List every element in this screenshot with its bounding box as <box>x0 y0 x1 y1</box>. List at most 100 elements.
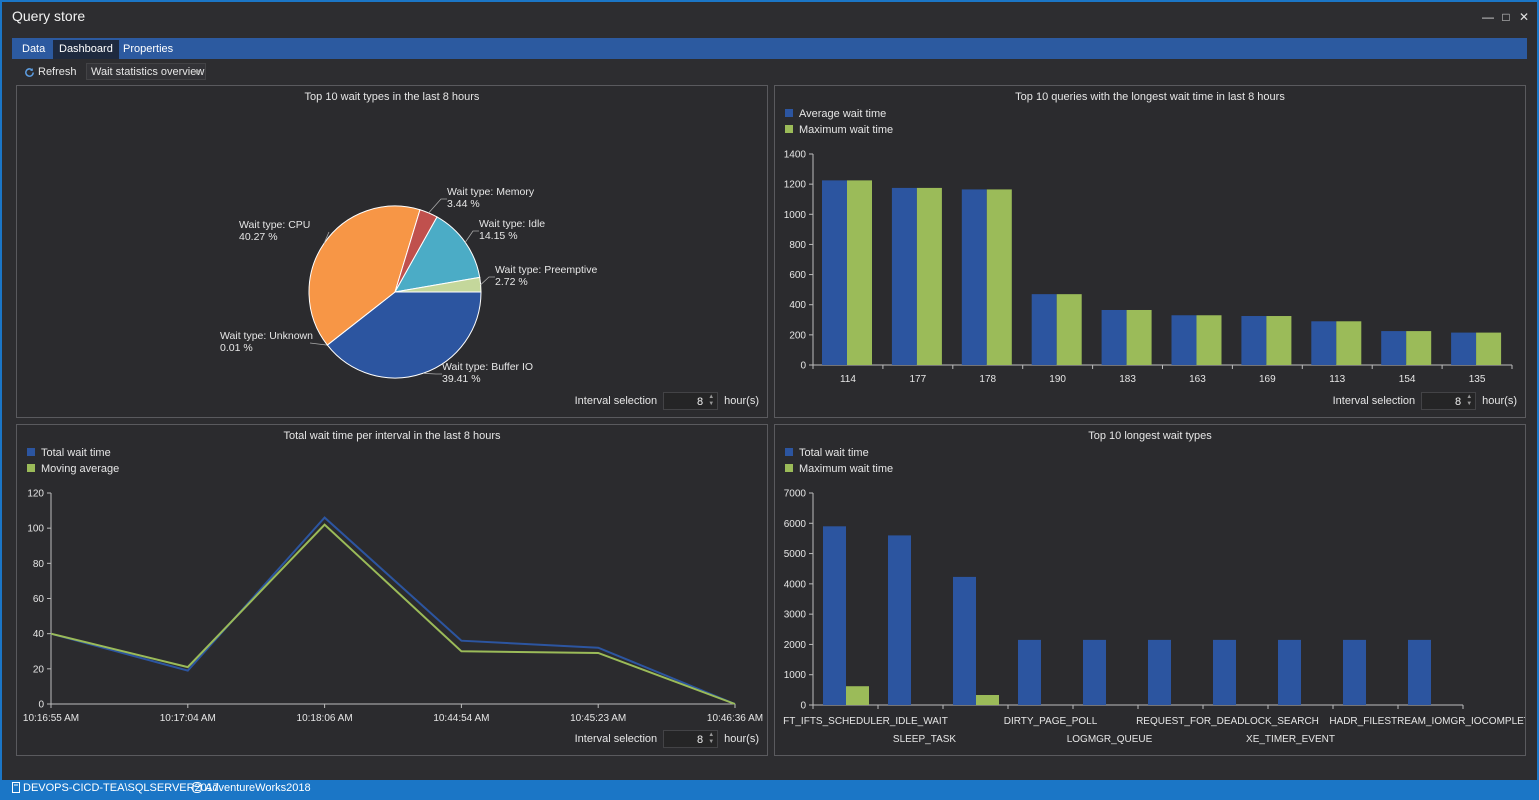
refresh-button[interactable]: Refresh <box>24 64 77 80</box>
interval-legend: Total wait time Moving average <box>27 445 119 477</box>
bar <box>1126 309 1152 365</box>
bar <box>1031 294 1057 365</box>
query-store-window: Query store — □ ✕ Data Dashboard Propert… <box>0 0 1539 782</box>
legend-label: Maximum wait time <box>799 463 894 475</box>
pie-leader-line <box>309 342 328 346</box>
pie-slice-label: Wait type: Preemptive <box>495 264 597 276</box>
x-tick-label: 10:18:06 AM <box>297 713 353 724</box>
pie-slice-value: 0.01 % <box>220 342 253 354</box>
pie-slice-label: Wait type: Buffer IO <box>442 361 533 373</box>
bar <box>1213 639 1236 705</box>
x-tick-label: 169 <box>1259 374 1276 385</box>
spinner-arrows-icon[interactable]: ▲ ▼ <box>1466 394 1473 408</box>
x-tick-label: 177 <box>910 374 927 385</box>
interval-label: Interval selection <box>1332 395 1416 408</box>
longest-bar-chart: 0 1000 2000 3000 4000 5000 6000 7000 FT_IFTS_SCH… <box>783 489 1525 754</box>
bar <box>847 180 872 365</box>
x-tick-label: 114 <box>840 374 856 385</box>
y-tick-label: 4000 <box>784 579 807 590</box>
refresh-label: Refresh <box>38 66 77 78</box>
database-icon <box>192 781 202 793</box>
bar <box>1083 639 1106 705</box>
pie-slice-value: 3.44 % <box>447 198 480 210</box>
pie-slice-label: Wait type: Unknown <box>220 330 313 342</box>
bar <box>1018 639 1041 705</box>
pie-chart-title: Top 10 wait types in the last 8 hours <box>304 91 480 103</box>
interval-value: 8 <box>697 396 704 409</box>
bar <box>1381 331 1407 365</box>
x-tick-label: XE_TIMER_EVENT <box>1246 734 1335 745</box>
x-tick-label: 135 <box>1469 374 1486 385</box>
queries-chart-title: Top 10 queries with the longest wait tim… <box>1015 91 1285 103</box>
database-status: AdventureWorks2018 <box>192 780 311 800</box>
y-tick-label: 60 <box>33 594 45 605</box>
interval-unit: hour(s) <box>724 395 759 408</box>
queries-bar-chart: 0 200 400 600 800 1000 1200 1400 114 177 178 190 183… <box>784 150 1513 385</box>
spinner-arrows-icon[interactable]: ▲ ▼ <box>708 394 715 408</box>
pie-slice-value: 14.15 % <box>479 230 518 242</box>
x-tick-label: 10:44:54 AM <box>433 713 489 724</box>
bar <box>846 686 869 705</box>
tab-properties[interactable]: Properties <box>123 43 174 55</box>
y-tick-label: 5000 <box>784 549 807 560</box>
interval-chart-title: Total wait time per interval in the last… <box>283 430 501 442</box>
legend-label: Maximum wait time <box>799 124 894 136</box>
bar <box>976 695 999 705</box>
legend-swatch <box>27 448 35 457</box>
legend-item: Total wait time <box>785 445 893 461</box>
interval-unit: hour(s) <box>1482 395 1517 408</box>
bar <box>961 189 987 365</box>
interval-label: Interval selection <box>574 395 658 408</box>
pie-slice-label: Wait type: Memory <box>447 186 535 198</box>
spinner-arrows-icon[interactable]: ▲ ▼ <box>708 732 715 746</box>
y-tick-label: 1000 <box>784 670 807 681</box>
x-tick-label: REQUEST_FOR_DEADLOCK_SEARCH <box>1136 716 1319 727</box>
x-tick-label: SQLTRACE_INCREMENTAL_FLUSH_SLEEP <box>1249 752 1455 753</box>
x-tick-label: 113 <box>1329 374 1345 385</box>
interval-unit: hour(s) <box>724 733 759 746</box>
pie-leader-line <box>428 198 447 214</box>
bar <box>986 189 1012 365</box>
interval-spinner[interactable]: 8 ▲ ▼ <box>1421 392 1477 411</box>
window-title: Query store <box>12 8 86 24</box>
x-tick-label: 183 <box>1119 374 1136 385</box>
maximize-icon[interactable]: □ <box>1502 10 1510 24</box>
longest-legend: Total wait time Maximum wait time <box>785 445 893 477</box>
interval-value: 8 <box>1455 396 1462 409</box>
x-tick-label: 178 <box>979 374 996 385</box>
view-dropdown-value: Wait statistics overview <box>91 66 205 78</box>
legend-item: Average wait time <box>785 106 893 122</box>
y-tick-label: 80 <box>33 559 45 570</box>
y-tick-label: 600 <box>789 270 806 281</box>
pie-leader-line <box>480 276 495 285</box>
y-tick-label: 200 <box>789 330 806 341</box>
x-tick-label: 10:46:36 AM <box>707 713 763 724</box>
bar <box>1406 331 1432 365</box>
chevron-down-icon: ▼ <box>193 68 201 77</box>
y-tick-label: 1400 <box>784 150 807 161</box>
pie-slice <box>308 205 421 346</box>
bar <box>1241 316 1267 365</box>
bar <box>1101 309 1127 365</box>
bar <box>1266 316 1292 365</box>
close-icon[interactable]: ✕ <box>1518 10 1530 24</box>
interval-spinner[interactable]: 8 ▲ ▼ <box>663 730 719 749</box>
view-dropdown[interactable]: Wait statistics overview ▼ <box>86 63 206 80</box>
y-tick-label: 6000 <box>784 519 807 530</box>
bar <box>1476 332 1502 365</box>
legend-swatch <box>785 464 793 473</box>
x-tick-label: SLEEP_TASK <box>893 734 957 745</box>
interval-panel: Total wait time per interval in the last… <box>16 424 768 756</box>
pie-slice-value: 39.41 % <box>442 373 481 385</box>
minimize-icon[interactable]: — <box>1482 10 1494 24</box>
legend-swatch <box>27 464 35 473</box>
server-name: DEVOPS-CICD-TEA\SQLSERVER2017 <box>23 782 220 794</box>
pie-slice-value: 2.72 % <box>495 276 528 288</box>
tab-data[interactable]: Data <box>22 43 46 55</box>
pie-slice <box>326 291 482 379</box>
y-tick-label: 120 <box>27 489 44 500</box>
interval-spinner[interactable]: 8 ▲ ▼ <box>663 392 719 411</box>
legend-item: Total wait time <box>27 445 119 461</box>
tab-dashboard[interactable]: Dashboard <box>53 40 119 59</box>
